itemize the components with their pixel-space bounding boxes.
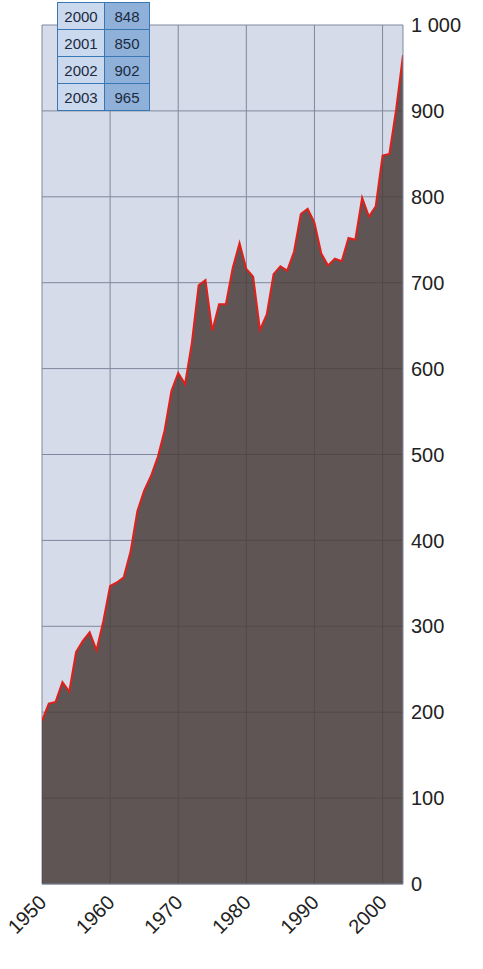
svg-text:400: 400 — [411, 530, 444, 552]
svg-text:0: 0 — [411, 873, 422, 895]
svg-text:1970: 1970 — [140, 891, 187, 938]
html-text:2002: 2002 — [64, 61, 98, 79]
svg-text:300: 300 — [411, 615, 444, 637]
svg-text:700: 700 — [411, 272, 444, 294]
svg-text:800: 800 — [411, 186, 444, 208]
svg-text:1950: 1950 — [3, 891, 50, 938]
svg-text:2000: 2000 — [344, 891, 391, 938]
svg-text:100: 100 — [411, 787, 444, 809]
svg-text:500: 500 — [411, 444, 444, 466]
svg-text:1960: 1960 — [72, 891, 119, 938]
html-text:850: 850 — [114, 34, 140, 52]
svg-text:1 000: 1 000 — [411, 14, 461, 36]
html-text:2003: 2003 — [64, 88, 98, 106]
html-text:965: 965 — [114, 88, 140, 106]
html-text:902: 902 — [114, 61, 140, 79]
svg-text:900: 900 — [411, 100, 444, 122]
html-text:848: 848 — [114, 7, 140, 25]
svg-text:1980: 1980 — [208, 891, 255, 938]
svg-text:600: 600 — [411, 358, 444, 380]
svg-text:200: 200 — [411, 701, 444, 723]
svg-text:1990: 1990 — [276, 891, 323, 938]
html-text:2000: 2000 — [64, 7, 98, 25]
html-text:2001: 2001 — [64, 34, 98, 52]
